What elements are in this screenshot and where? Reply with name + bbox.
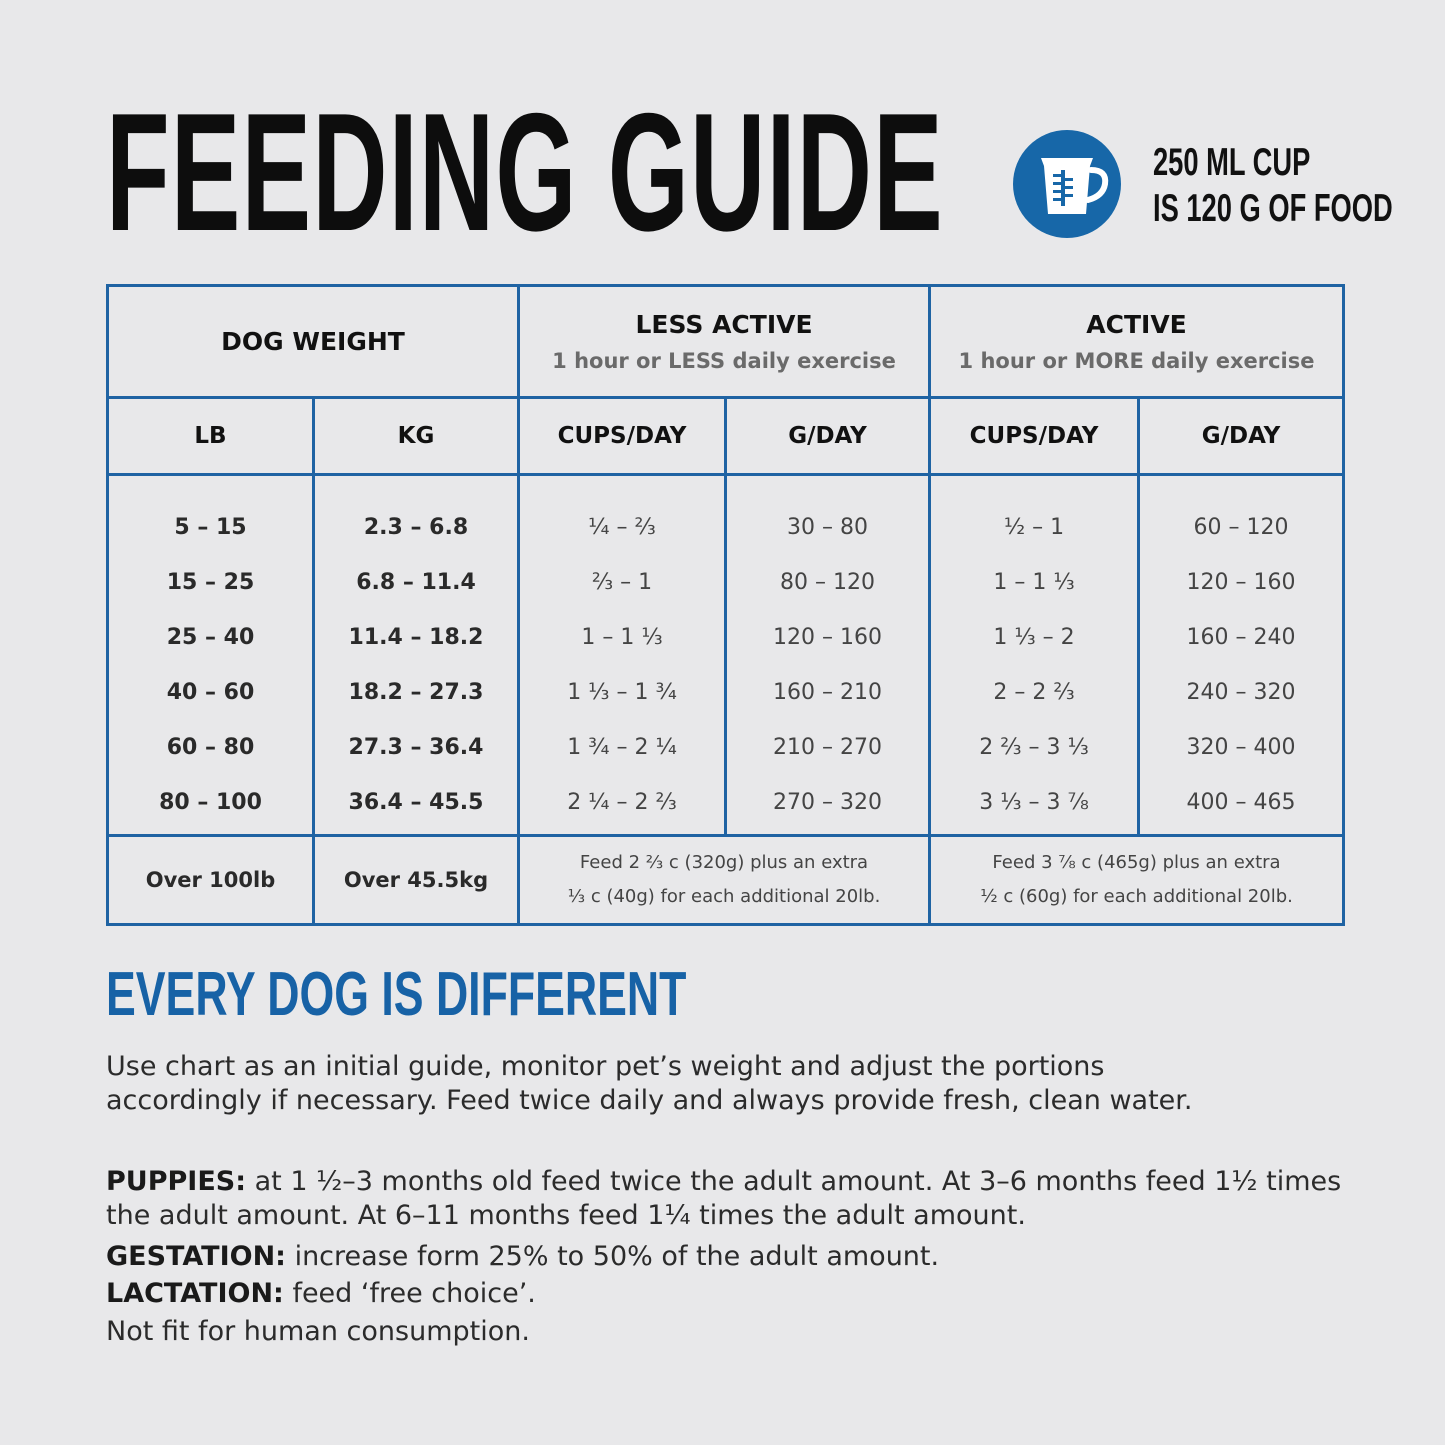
table-cell: 320 – 400 xyxy=(1186,735,1296,760)
table-cell: 80 – 120 xyxy=(780,570,875,595)
kg-column: 2.3 – 6.8 6.8 – 11.4 11.4 – 18.2 18.2 – … xyxy=(312,473,520,837)
table-body-row: 5 – 15 15 – 25 25 – 40 40 – 60 60 – 80 8… xyxy=(106,473,1346,837)
table-cell: 2 ¼ – 2 ⅔ xyxy=(567,790,677,815)
table-cell: 80 – 100 xyxy=(159,790,262,815)
lb-column: 5 – 15 15 – 25 25 – 40 40 – 60 60 – 80 8… xyxy=(106,473,315,837)
table-cell: ⅔ – 1 xyxy=(591,570,653,595)
table-cell: 30 – 80 xyxy=(787,515,868,540)
cup-note-line2: IS 120 G OF FOOD xyxy=(1153,187,1393,230)
less-active-subtitle: 1 hour or LESS daily exercise xyxy=(552,349,896,373)
table-cell: ½ – 1 xyxy=(1003,515,1065,540)
less-cups-column: ¼ – ⅔ ⅔ – 1 1 – 1 ⅓ 1 ⅓ – 1 ¾ 1 ¾ – 2 ¼ … xyxy=(517,473,727,837)
table-cell: 11.4 – 18.2 xyxy=(348,625,484,650)
puppies-line1: at 1 ½–3 months old feed twice the adult… xyxy=(246,1166,1342,1197)
active-grams-column: 60 – 120 120 – 160 160 – 240 240 – 320 3… xyxy=(1137,473,1346,837)
col-lb: LB xyxy=(106,396,315,476)
measuring-cup-icon xyxy=(1041,158,1109,214)
table-cell: 1 – 1 ⅓ xyxy=(581,625,663,650)
puppies-label: PUPPIES: xyxy=(106,1166,247,1197)
table-cell: 1 ⅓ – 2 xyxy=(993,625,1075,650)
table-cell: 120 – 160 xyxy=(1186,570,1296,595)
table-cell: 160 – 240 xyxy=(1186,625,1296,650)
over-less-active-line2: ⅓ c (40g) for each additional 20lb. xyxy=(567,886,881,907)
table-cell: 36.4 – 45.5 xyxy=(348,790,484,815)
table-cell: 18.2 – 27.3 xyxy=(348,680,484,705)
active-title: ACTIVE xyxy=(1086,310,1187,339)
gestation-text: increase form 25% to 50% of the adult am… xyxy=(285,1241,940,1272)
active-cups-column: ½ – 1 1 – 1 ⅓ 1 ⅓ – 2 2 – 2 ⅔ 2 ⅔ – 3 ⅓ … xyxy=(928,473,1141,837)
over-active-line2: ½ c (60g) for each additional 20lb. xyxy=(980,886,1293,907)
over-active-line1: Feed 3 ⅞ c (465g) plus an extra xyxy=(992,852,1281,873)
table-cell: ¼ – ⅔ xyxy=(588,515,656,540)
col-less-cups: CUPS/DAY xyxy=(517,396,727,476)
over-kg-cell: Over 45.5kg xyxy=(312,834,520,926)
less-grams-column: 30 – 80 80 – 120 120 – 160 160 – 210 210… xyxy=(723,473,932,837)
table-cell: 1 ¾ – 2 ¼ xyxy=(567,735,677,760)
puppies-line2: the adult amount. At 6–11 months feed 1¼… xyxy=(106,1200,1026,1231)
over-weight-row: Over 100lb Over 45.5kg Feed 2 ⅔ c (320g)… xyxy=(106,834,1346,926)
dog-weight-header: DOG WEIGHT xyxy=(106,284,520,399)
table-cell: 1 – 1 ⅓ xyxy=(993,570,1075,595)
table-cell: 3 ⅓ – 3 ⅞ xyxy=(979,790,1089,815)
col-active-grams: G/DAY xyxy=(1137,396,1346,476)
table-cell: 60 – 120 xyxy=(1193,515,1289,540)
lactation-paragraph: LACTATION: feed ‘free choice’. xyxy=(106,1277,1346,1311)
col-less-grams: G/DAY xyxy=(723,396,932,476)
disclaimer: Not fit for human consumption. xyxy=(106,1316,530,1347)
table-cell: 2.3 – 6.8 xyxy=(363,515,469,540)
table-cell: 120 – 160 xyxy=(773,625,882,650)
table-cell: 5 – 15 xyxy=(174,515,247,540)
over-less-active-note: Feed 2 ⅔ c (320g) plus an extra ⅓ c (40g… xyxy=(516,834,932,926)
table-cell: 60 – 80 xyxy=(166,735,255,760)
intro-paragraph: Use chart as an initial guide, monitor p… xyxy=(106,1050,1346,1118)
table-cell: 240 – 320 xyxy=(1186,680,1296,705)
col-active-cups: CUPS/DAY xyxy=(928,396,1141,476)
cup-measure-note: 250 ML CUP IS 120 G OF FOOD xyxy=(1153,140,1393,232)
table-cell: 1 ⅓ – 1 ¾ xyxy=(567,680,677,705)
table-cell: 210 – 270 xyxy=(773,735,882,760)
active-header: ACTIVE 1 hour or MORE daily exercise xyxy=(928,284,1346,399)
table-cell: 160 – 210 xyxy=(773,680,882,705)
cup-note-line1: 250 ML CUP xyxy=(1153,141,1311,184)
table-cell: 400 – 465 xyxy=(1186,790,1296,815)
gestation-paragraph: GESTATION: increase form 25% to 50% of t… xyxy=(106,1240,1346,1274)
less-active-header: LESS ACTIVE 1 hour or LESS daily exercis… xyxy=(516,284,932,399)
intro-line2: accordingly if necessary. Feed twice dai… xyxy=(106,1085,1193,1116)
over-lb-cell: Over 100lb xyxy=(106,834,315,926)
puppies-paragraph: PUPPIES: at 1 ½–3 months old feed twice … xyxy=(106,1165,1346,1233)
over-active-note: Feed 3 ⅞ c (465g) plus an extra ½ c (60g… xyxy=(928,834,1346,926)
table-cell: 27.3 – 36.4 xyxy=(348,735,484,760)
measuring-cup-badge xyxy=(1013,130,1121,238)
gestation-label: GESTATION: xyxy=(106,1241,286,1272)
active-subtitle: 1 hour or MORE daily exercise xyxy=(958,349,1315,373)
table-cell: 270 – 320 xyxy=(773,790,882,815)
table-cell: 2 – 2 ⅔ xyxy=(993,680,1075,705)
table-cell: 2 ⅔ – 3 ⅓ xyxy=(979,735,1089,760)
column-header-row: LB KG CUPS/DAY G/DAY CUPS/DAY G/DAY xyxy=(106,396,1346,476)
table-cell: 15 – 25 xyxy=(166,570,255,595)
less-active-title: LESS ACTIVE xyxy=(635,310,813,339)
table-cell: 25 – 40 xyxy=(166,625,255,650)
group-header-row: DOG WEIGHT LESS ACTIVE 1 hour or LESS da… xyxy=(106,284,1346,399)
section-title: EVERY DOG IS DIFFERENT xyxy=(106,960,687,1029)
col-kg: KG xyxy=(312,396,520,476)
feeding-table: DOG WEIGHT LESS ACTIVE 1 hour or LESS da… xyxy=(106,284,1346,926)
intro-line1: Use chart as an initial guide, monitor p… xyxy=(106,1051,1105,1082)
lactation-text: feed ‘free choice’. xyxy=(283,1278,536,1309)
lactation-label: LACTATION: xyxy=(106,1278,284,1309)
over-less-active-line1: Feed 2 ⅔ c (320g) plus an extra xyxy=(579,852,869,873)
page-title: FEEDING GUIDE xyxy=(106,78,944,266)
table-cell: 6.8 – 11.4 xyxy=(356,570,476,595)
table-cell: 40 – 60 xyxy=(166,680,255,705)
